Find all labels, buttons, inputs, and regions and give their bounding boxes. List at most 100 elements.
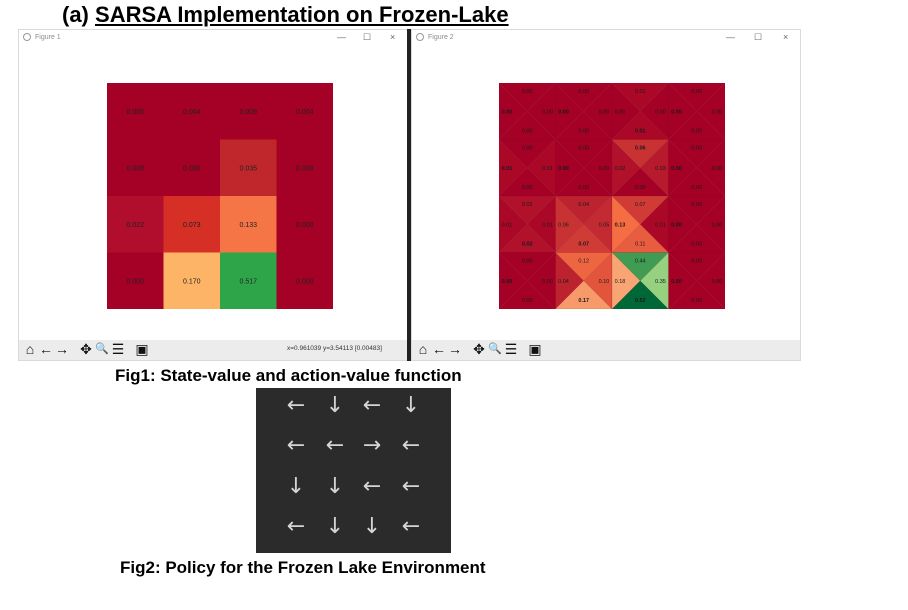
figure-1-titlebar: Figure 1 — ☐ × — [19, 30, 407, 48]
state-cell — [220, 139, 277, 196]
action-triangle — [611, 83, 669, 112]
state-value-label: 0.133 — [239, 222, 257, 229]
page-heading: (a) SARSA Implementation on Frozen-Lake — [62, 2, 509, 28]
arrow-right-icon: → — [362, 433, 382, 458]
forward-icon[interactable]: → — [448, 341, 462, 357]
minimize-button[interactable]: — — [726, 32, 735, 42]
figure-2-title: Figure 2 — [428, 34, 454, 41]
state-value-label: 0.009 — [239, 109, 257, 116]
action-value-label: 0.17 — [578, 298, 589, 304]
state-cell — [220, 252, 277, 309]
state-cell — [163, 139, 220, 196]
state-value-label: 0.000 — [296, 222, 314, 229]
arrow-left-icon: ← — [401, 433, 421, 458]
action-value-label: 0.00 — [542, 109, 553, 115]
back-icon[interactable]: ← — [39, 341, 53, 357]
action-value-label: 0.02 — [615, 166, 626, 172]
action-value-label: 0.00 — [615, 109, 626, 115]
action-value-label: 0.00 — [671, 109, 682, 115]
close-button[interactable]: × — [390, 32, 396, 42]
figure-2-titlebar: Figure 2 — ☐ × — [412, 30, 800, 48]
arrow-down-icon: ↓ — [325, 474, 345, 499]
action-value-label: 0.00 — [558, 166, 569, 172]
action-value-label: 0.00 — [691, 298, 702, 304]
minimize-button[interactable]: — — [337, 32, 346, 42]
arrow-left-icon: ← — [401, 474, 421, 499]
pan-icon[interactable]: ✥ — [473, 341, 485, 357]
state-value-label: 0.000 — [296, 165, 314, 172]
state-value-label: 0.000 — [183, 165, 201, 172]
action-value-label: 0.06 — [558, 222, 569, 228]
save-icon[interactable]: ▣ — [528, 341, 542, 357]
action-value-label: 0.13 — [615, 222, 626, 228]
save-icon[interactable]: ▣ — [135, 341, 149, 357]
action-value-label: 0.00 — [578, 146, 589, 152]
caption-fig2: Fig2: Policy for the Frozen Lake Environ… — [120, 558, 486, 577]
action-value-label: 0.00 — [712, 222, 723, 228]
action-triangle — [554, 139, 613, 169]
action-value-label: 0.35 — [655, 279, 666, 285]
action-value-label: 0.00 — [522, 298, 533, 304]
action-value-label: 0.01 — [635, 89, 646, 95]
action-triangle — [499, 83, 556, 112]
action-triangle — [611, 252, 670, 282]
state-cell — [107, 252, 164, 309]
home-icon[interactable]: ⌂ — [418, 341, 428, 357]
action-value-label: 0.00 — [655, 109, 666, 115]
action-value-label: 0.00 — [502, 109, 513, 115]
zoom-icon[interactable]: 🔍 — [488, 343, 502, 355]
action-triangle — [499, 252, 557, 282]
arrow-left-icon: ← — [286, 393, 306, 418]
figure-2-window: Figure 2 — ☐ × 0.00 0.00 0.00 0.00 0.00 0.00 0… — [411, 29, 801, 361]
configure-icon[interactable]: ☰ — [504, 341, 518, 357]
home-icon[interactable]: ⌂ — [25, 341, 35, 357]
matplotlib-app-icon — [416, 33, 424, 41]
action-value-label: 0.00 — [671, 222, 682, 228]
state-cell — [276, 252, 333, 309]
close-button[interactable]: × — [783, 32, 789, 42]
action-value-label: 0.44 — [635, 259, 646, 265]
state-cell — [107, 196, 164, 253]
policy-grid: ← ↓ ← ↓ ← ← → ← ↓ ↓ ← ← ← ↓ ↓ ← — [256, 388, 451, 553]
state-value-heatmap[interactable]: 0.005 0.004 0.009 0.004 0.008 0.000 0.035 0.000… — [107, 83, 333, 309]
configure-icon[interactable]: ☰ — [111, 341, 125, 357]
action-value-label: 0.00 — [522, 259, 533, 265]
action-value-label: 0.00 — [522, 146, 533, 152]
action-value-label: 0.01 — [635, 129, 646, 135]
state-value-label: 0.022 — [126, 222, 144, 229]
action-value-label: 0.00 — [522, 185, 533, 191]
action-value-label: 0.01 — [542, 166, 553, 172]
action-value-label: 0.04 — [558, 279, 569, 285]
state-value-label: 0.035 — [239, 165, 257, 172]
forward-icon[interactable]: → — [55, 341, 69, 357]
maximize-button[interactable]: ☐ — [754, 32, 763, 42]
action-triangle — [499, 139, 557, 169]
cursor-coordinates: x=0.961039 y=3.54113 [0.00483] — [287, 345, 382, 352]
matplotlib-app-icon — [23, 33, 31, 41]
pan-icon[interactable]: ✥ — [80, 341, 92, 357]
maximize-button[interactable]: ☐ — [363, 32, 372, 42]
action-triangle — [554, 195, 613, 225]
state-value-label: 0.004 — [296, 109, 314, 116]
state-value-label: 0.004 — [183, 109, 201, 116]
action-value-label: 0.12 — [578, 259, 589, 265]
action-value-label: 0.18 — [615, 279, 626, 285]
state-value-label: 0.005 — [126, 109, 144, 116]
zoom-icon[interactable]: 🔍 — [95, 343, 109, 355]
action-value-label: 0.00 — [578, 129, 589, 135]
action-value-heatmap[interactable]: 0.00 0.00 0.00 0.00 0.00 0.00 0.00 0.00 0.00 0.01… — [499, 83, 725, 309]
action-value-label: 0.00 — [691, 89, 702, 95]
action-value-label: 0.01 — [502, 222, 513, 228]
caption-fig1: Fig1: State-value and action-value funct… — [115, 366, 462, 385]
action-value-label: 0.07 — [578, 242, 589, 248]
figure-1-window: Figure 1 — ☐ × 0.005 0.004 0.009 0.004 0.008… — [18, 29, 408, 361]
back-icon[interactable]: ← — [432, 341, 446, 357]
state-value-label: 0.073 — [183, 222, 201, 229]
state-cell — [163, 83, 220, 140]
action-value-label: 0.11 — [635, 242, 645, 248]
heading-label: (a) — [62, 2, 89, 27]
arrow-left-icon: ← — [362, 393, 382, 418]
figure-1-title: Figure 1 — [35, 34, 61, 41]
arrow-down-icon: ↓ — [362, 514, 382, 539]
action-value-label: 0.00 — [691, 185, 702, 191]
